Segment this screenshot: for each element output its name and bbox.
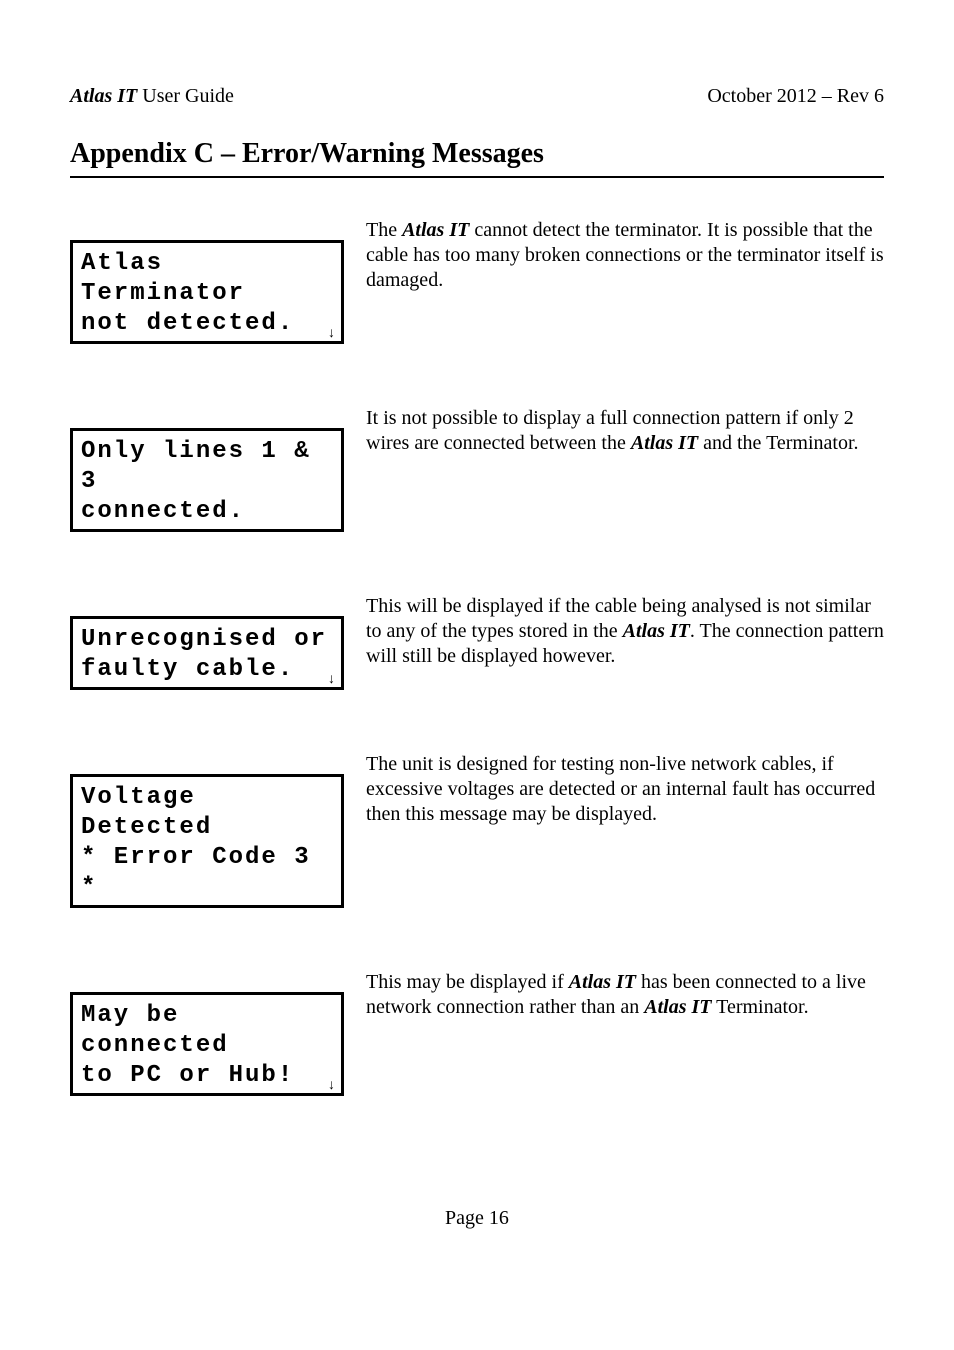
- header-date-rev: October 2012 – Rev 6: [707, 85, 884, 108]
- lcd-line2: * Error Code 3 *: [81, 843, 333, 903]
- error-description: This may be displayed if Atlas IT has be…: [366, 970, 884, 1020]
- down-arrow-icon: ↓: [328, 671, 335, 685]
- title-rule: [70, 176, 884, 178]
- lcd-display: Atlas Terminator not detected. ↓: [70, 240, 344, 344]
- appendix-title: Appendix C – Error/Warning Messages: [70, 138, 884, 170]
- error-entry: Voltage Detected * Error Code 3 * The un…: [70, 752, 884, 908]
- lcd-line2: connected.: [81, 497, 333, 527]
- lcd-line1: Voltage Detected: [81, 784, 212, 841]
- lcd-display: Voltage Detected * Error Code 3 *: [70, 774, 344, 908]
- lcd-display: Unrecognised or faulty cable. ↓: [70, 616, 344, 690]
- lcd-line2: not detected.: [81, 309, 333, 339]
- lcd-line1: May be connected: [81, 1002, 229, 1059]
- lcd-line2: faulty cable.: [81, 655, 333, 685]
- lcd-display: May be connected to PC or Hub! ↓: [70, 992, 344, 1096]
- error-description: The unit is designed for testing non-liv…: [366, 752, 884, 827]
- error-entry: Atlas Terminator not detected. ↓ The Atl…: [70, 218, 884, 344]
- header-left: Atlas IT User Guide: [70, 85, 234, 108]
- page: Atlas IT User Guide October 2012 – Rev 6…: [0, 0, 954, 1350]
- lcd-line1: Atlas Terminator: [81, 250, 245, 307]
- product-name: Atlas IT: [70, 85, 137, 107]
- error-entry: Only lines 1 & 3 connected. It is not po…: [70, 406, 884, 532]
- error-description: This will be displayed if the cable bein…: [366, 594, 884, 669]
- page-number: Page 16: [0, 1207, 954, 1230]
- guide-label: User Guide: [137, 85, 234, 107]
- error-description: It is not possible to display a full con…: [366, 406, 884, 456]
- down-arrow-icon: ↓: [328, 325, 335, 339]
- down-arrow-icon: ↓: [328, 1077, 335, 1091]
- lcd-line1: Only lines 1 & 3: [81, 438, 311, 495]
- lcd-display: Only lines 1 & 3 connected.: [70, 428, 344, 532]
- error-entry: May be connected to PC or Hub! ↓ This ma…: [70, 970, 884, 1096]
- lcd-line1: Unrecognised or: [81, 626, 327, 653]
- lcd-line2: to PC or Hub!: [81, 1061, 333, 1091]
- error-description: The Atlas IT cannot detect the terminato…: [366, 218, 884, 293]
- error-entry: Unrecognised or faulty cable. ↓ This wil…: [70, 594, 884, 690]
- page-header: Atlas IT User Guide October 2012 – Rev 6: [70, 85, 884, 108]
